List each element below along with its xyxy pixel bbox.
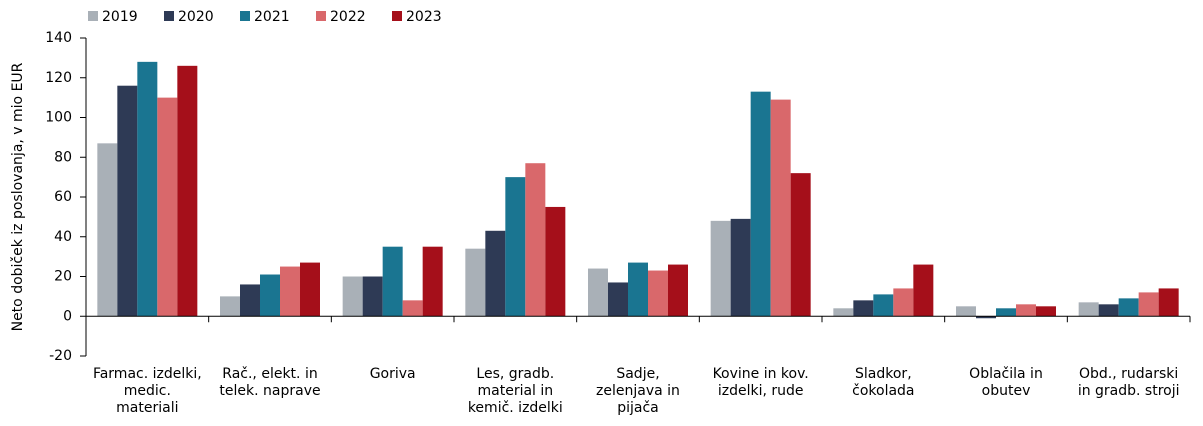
bar xyxy=(710,220,731,317)
x-tick-label: Farmac. izdelki, medic. materiali xyxy=(93,366,202,416)
legend-label: 2022 xyxy=(330,9,366,25)
x-tick-label: Obd., rudarski in gradb. stroji xyxy=(1078,366,1180,399)
x-tick-label: Sladkor, čokolada xyxy=(852,366,914,399)
bar xyxy=(545,206,566,317)
y-tick-label: 140 xyxy=(45,30,72,46)
bar xyxy=(873,294,894,317)
bar xyxy=(996,308,1016,317)
x-tick-label: Rač., elekt. in telek. naprave xyxy=(219,366,320,399)
y-tick-label: 40 xyxy=(54,229,72,245)
bar xyxy=(790,173,811,317)
bar xyxy=(157,97,178,317)
bar xyxy=(750,91,771,317)
bar xyxy=(260,274,280,317)
legend-swatch xyxy=(88,11,98,21)
x-tick-label: Goriva xyxy=(370,366,416,382)
bar xyxy=(382,246,403,317)
bar xyxy=(220,296,240,317)
y-tick-label: 100 xyxy=(45,110,72,126)
bar xyxy=(177,65,198,317)
x-tick-label: Kovine in kov. izdelki, rude xyxy=(713,366,809,399)
bar xyxy=(1118,298,1139,317)
bar xyxy=(280,266,300,317)
legend-label: 2020 xyxy=(178,9,214,25)
bar xyxy=(1098,304,1119,317)
bar xyxy=(362,276,383,317)
bar xyxy=(465,248,486,317)
bar xyxy=(956,306,976,317)
bar xyxy=(893,288,914,317)
bar xyxy=(422,246,443,317)
x-tick-label: Sadje, zelenjava in pijača xyxy=(596,366,680,416)
y-tick-label: 120 xyxy=(45,70,72,86)
bar xyxy=(240,284,260,317)
bar xyxy=(137,61,158,317)
bar xyxy=(668,264,688,317)
y-tick-label: 60 xyxy=(54,189,72,205)
bar xyxy=(1158,288,1179,317)
legend-swatch xyxy=(316,11,326,21)
bar xyxy=(117,85,138,317)
y-tick-label: 0 xyxy=(63,308,72,324)
bar xyxy=(1078,302,1099,317)
legend-label: 2019 xyxy=(102,9,138,25)
bar xyxy=(853,300,874,317)
legend-swatch xyxy=(392,11,402,21)
bar xyxy=(300,262,320,317)
legend-label: 2023 xyxy=(406,9,442,25)
bar xyxy=(770,99,791,317)
bar xyxy=(628,262,648,317)
bar xyxy=(588,268,608,317)
bar xyxy=(608,282,628,317)
bar xyxy=(402,300,423,317)
x-tick-label: Les, gradb. material in kemič. izdelki xyxy=(468,366,563,416)
legend-label: 2021 xyxy=(254,9,290,25)
bar xyxy=(1016,304,1036,317)
y-axis-label: Neto dobiček iz poslovanja, v mio EUR xyxy=(10,62,26,331)
y-tick-label: 80 xyxy=(54,149,72,165)
bar xyxy=(525,163,546,317)
bar xyxy=(1036,306,1056,317)
bar xyxy=(505,177,526,317)
bar xyxy=(342,276,363,317)
bar xyxy=(976,316,996,319)
bar xyxy=(730,218,751,317)
y-tick-label: 20 xyxy=(54,269,72,285)
legend-swatch xyxy=(240,11,250,21)
bar xyxy=(485,230,506,317)
legend-swatch xyxy=(164,11,174,21)
bar xyxy=(1138,292,1159,317)
x-tick-label: Oblačila in obutev xyxy=(969,366,1043,399)
bar xyxy=(97,143,118,317)
bar xyxy=(833,308,854,317)
bar xyxy=(913,264,934,317)
y-tick-label: -20 xyxy=(49,348,72,364)
bar xyxy=(648,270,668,317)
